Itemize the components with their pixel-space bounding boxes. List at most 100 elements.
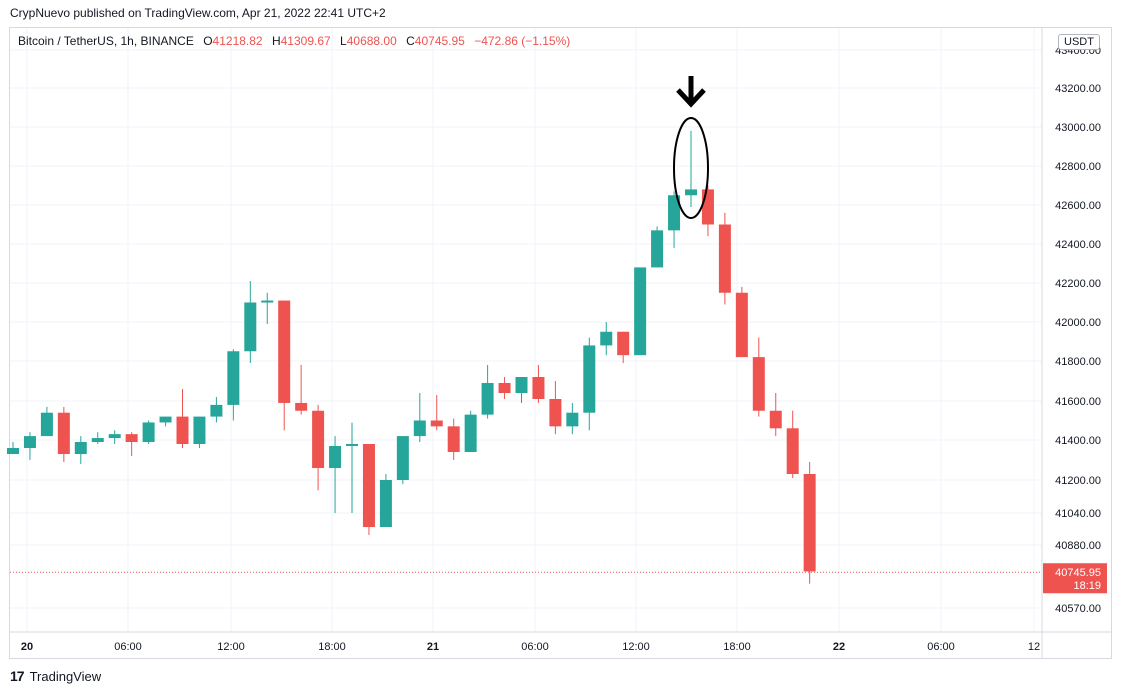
time-tick-label: 12:00 bbox=[622, 641, 650, 653]
candle-body bbox=[312, 410, 325, 468]
candle-body bbox=[193, 416, 206, 444]
candle-body bbox=[244, 302, 257, 352]
candle bbox=[481, 365, 494, 419]
close-value: 40745.95 bbox=[414, 34, 465, 48]
candle-body bbox=[651, 230, 664, 268]
candle bbox=[125, 432, 138, 456]
open-label: O bbox=[203, 34, 213, 48]
price-tick-label: 41200.00 bbox=[1055, 475, 1101, 487]
candle bbox=[515, 377, 528, 403]
candle bbox=[600, 322, 613, 356]
candle-body bbox=[346, 444, 358, 446]
candle bbox=[718, 212, 731, 305]
time-tick-label: 06:00 bbox=[521, 641, 549, 653]
candle-body bbox=[396, 436, 409, 480]
candle bbox=[23, 432, 36, 460]
candle-body bbox=[752, 357, 765, 411]
tradingview-logo-icon: 17 bbox=[10, 668, 25, 684]
candle-body bbox=[549, 399, 562, 427]
candle bbox=[312, 404, 325, 491]
tradingview-logo[interactable]: 17 TradingView bbox=[10, 668, 101, 684]
candle bbox=[91, 432, 104, 444]
candle bbox=[210, 397, 223, 423]
high-label: H bbox=[271, 34, 281, 48]
close-label: C bbox=[406, 34, 415, 48]
candle bbox=[735, 286, 748, 358]
candle bbox=[447, 418, 460, 460]
candle-body bbox=[464, 414, 477, 452]
candle bbox=[617, 331, 630, 363]
candle-body bbox=[7, 448, 19, 454]
symbol-legend: Bitcoin / TetherUS, 1h, BINANCE O41218.8… bbox=[18, 34, 570, 48]
candle bbox=[7, 442, 19, 454]
candle bbox=[244, 281, 257, 363]
last-price-tag bbox=[1043, 563, 1107, 594]
price-tick-label: 40570.00 bbox=[1055, 603, 1101, 615]
candle bbox=[142, 420, 155, 444]
down-arrow-icon bbox=[676, 88, 706, 108]
candle bbox=[786, 410, 799, 478]
candle-body bbox=[329, 446, 342, 468]
candle bbox=[430, 395, 443, 431]
candle bbox=[278, 300, 291, 431]
candle bbox=[396, 436, 409, 485]
candle-body bbox=[481, 383, 494, 415]
tradingview-logo-text: TradingView bbox=[29, 668, 102, 684]
price-tick-label: 41800.00 bbox=[1055, 356, 1101, 368]
candle-body bbox=[685, 189, 697, 196]
candle-body bbox=[701, 189, 714, 225]
time-tick-label: 06:00 bbox=[927, 641, 955, 653]
candle-body bbox=[295, 402, 308, 411]
change-value: −472.86 (−1.15%) bbox=[474, 34, 571, 48]
candle bbox=[413, 393, 426, 442]
candle bbox=[566, 402, 579, 435]
price-tick-label: 41400.00 bbox=[1055, 435, 1101, 447]
candle bbox=[532, 365, 545, 403]
candle-body bbox=[108, 434, 121, 439]
candle-body bbox=[430, 420, 443, 427]
price-tick-label: 43000.00 bbox=[1055, 122, 1101, 134]
candle-body bbox=[142, 422, 155, 442]
candle bbox=[40, 406, 53, 437]
chart-frame bbox=[9, 27, 1112, 659]
candle bbox=[227, 349, 240, 421]
price-tick-label: 40880.00 bbox=[1055, 540, 1101, 552]
time-tick-label: 20 bbox=[21, 641, 33, 653]
candle-body bbox=[532, 377, 545, 399]
candle-body bbox=[447, 426, 460, 452]
candle-body bbox=[176, 416, 189, 444]
last-price-value: 40745.95 bbox=[1055, 567, 1101, 579]
candle bbox=[329, 436, 342, 513]
candle-body bbox=[617, 331, 630, 356]
price-tick-label: 42800.00 bbox=[1055, 161, 1101, 173]
candle-body bbox=[23, 436, 36, 448]
high-value: 41309.67 bbox=[280, 34, 331, 48]
time-tick-label: 18:00 bbox=[318, 641, 346, 653]
candle bbox=[651, 226, 664, 268]
candle-body bbox=[566, 412, 579, 427]
candle-body bbox=[735, 292, 748, 358]
price-axis: 43400.0043200.0043000.0042800.0042600.00… bbox=[1041, 28, 1107, 659]
candle-body bbox=[91, 438, 104, 442]
candle bbox=[362, 444, 375, 535]
price-tick-label: 41040.00 bbox=[1055, 508, 1101, 520]
candle bbox=[752, 337, 765, 417]
low-value: 40688.00 bbox=[346, 34, 397, 48]
candle-body bbox=[125, 434, 138, 442]
candle bbox=[803, 462, 816, 584]
candle-body bbox=[227, 351, 240, 405]
candle-body bbox=[634, 267, 647, 356]
currency-badge[interactable]: USDT bbox=[1058, 34, 1100, 50]
candle-body bbox=[786, 428, 799, 474]
candle bbox=[193, 416, 206, 448]
candle-body bbox=[74, 442, 87, 454]
candle-body bbox=[57, 412, 70, 454]
candle bbox=[261, 292, 274, 324]
candle-body bbox=[40, 412, 53, 437]
bar-countdown: 18:19 bbox=[1073, 580, 1101, 592]
candle bbox=[108, 430, 121, 444]
candle-body bbox=[278, 300, 291, 403]
candle bbox=[57, 406, 70, 462]
candle-body bbox=[261, 300, 274, 303]
